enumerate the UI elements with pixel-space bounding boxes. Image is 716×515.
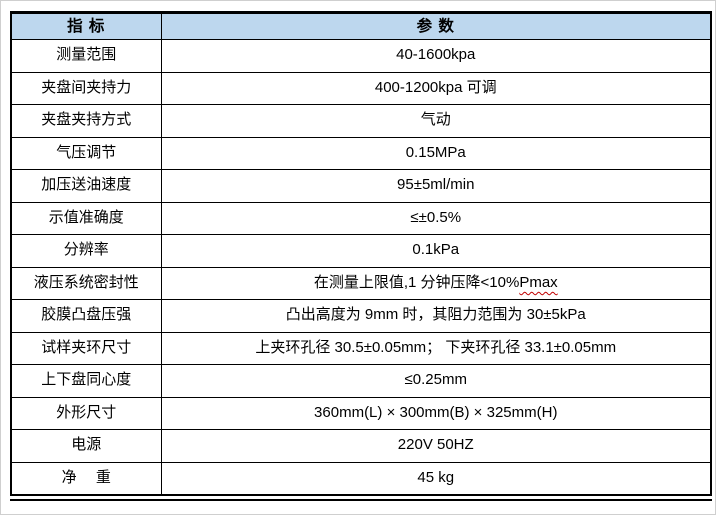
table-row: 分辨率 0.1kPa bbox=[10, 234, 712, 268]
row-value-text: 40-1600kpa bbox=[396, 46, 476, 64]
row-label: 测量范围 bbox=[10, 39, 162, 73]
row-value-text: 气动 bbox=[420, 111, 451, 129]
row-value: 95±5ml/min bbox=[160, 169, 712, 203]
row-value-text: 上夹环孔径 30.5±0.05mm； 下夹环孔径 33.1±0.05mm bbox=[255, 338, 617, 356]
row-value: 在测量上限值,1 分钟压降<10%Pmax bbox=[160, 266, 712, 300]
row-label: 示值准确度 bbox=[10, 201, 162, 235]
row-value-text: 95±5ml/min bbox=[397, 176, 475, 194]
header-row: 指 标 参 数 bbox=[10, 12, 712, 40]
row-value: ≤±0.5% bbox=[160, 201, 712, 235]
row-value: 上夹环孔径 30.5±0.05mm； 下夹环孔径 33.1±0.05mm bbox=[160, 331, 712, 365]
table-row: 上下盘同心度 ≤0.25mm bbox=[10, 364, 712, 398]
table-row: 胶膜凸盘压强 凸出高度为 9mm 时，其阻力范围为 30±5kPa bbox=[10, 299, 712, 333]
row-value-text: ≤±0.5% bbox=[410, 208, 462, 226]
table-row: 示值准确度 ≤±0.5% bbox=[10, 201, 712, 235]
row-value: 360mm(L) × 300mm(B) × 325mm(H) bbox=[160, 396, 712, 430]
row-value-text: 0.1kPa bbox=[412, 241, 460, 259]
table-row: 试样夹环尺寸 上夹环孔径 30.5±0.05mm； 下夹环孔径 33.1±0.05… bbox=[10, 331, 712, 365]
table-row: 测量范围 40-1600kpa bbox=[10, 39, 712, 73]
column-header-indicator: 指 标 bbox=[10, 12, 162, 40]
table-row: 夹盘间夹持力 400-1200kpa 可调 bbox=[10, 71, 712, 105]
row-value-text: 45 kg bbox=[417, 468, 455, 486]
row-value: 220V 50HZ bbox=[160, 429, 712, 463]
row-value-text: 在测量上限值,1 分钟压降<10% bbox=[313, 273, 520, 291]
row-value-text: 360mm(L) × 300mm(B) × 325mm(H) bbox=[314, 403, 558, 421]
row-value-text: 凸出高度为 9mm 时，其阻力范围为 30±5kPa bbox=[285, 306, 586, 324]
spec-table-body: 测量范围 40-1600kpa 夹盘间夹持力 400-1200kpa 可调夹盘夹持方式… bbox=[10, 39, 712, 498]
row-label: 夹盘间夹持力 bbox=[10, 71, 162, 105]
row-label: 外形尺寸 bbox=[10, 396, 162, 430]
row-value: 40-1600kpa bbox=[160, 39, 712, 73]
column-header-parameter: 参 数 bbox=[160, 12, 712, 40]
row-value: ≤0.25mm bbox=[160, 364, 712, 398]
row-label: 液压系统密封性 bbox=[10, 266, 162, 300]
row-value-text: 400-1200kpa 可调 bbox=[374, 78, 497, 96]
row-label: 分辨率 bbox=[10, 234, 162, 268]
row-value-text: 0.15MPa bbox=[405, 143, 466, 161]
row-label: 加压送油速度 bbox=[10, 169, 162, 203]
row-value-text: 220V 50HZ bbox=[397, 436, 474, 454]
row-value: 凸出高度为 9mm 时，其阻力范围为 30±5kPa bbox=[160, 299, 712, 333]
row-value-text: ≤0.25mm bbox=[404, 371, 467, 389]
row-value: 45 kg bbox=[160, 461, 712, 498]
row-label: 净 重 bbox=[10, 461, 162, 498]
row-label: 上下盘同心度 bbox=[10, 364, 162, 398]
table-row: 加压送油速度 95±5ml/min bbox=[10, 169, 712, 203]
row-value-spellcheck-text: Pmax bbox=[519, 273, 558, 291]
table-row: 夹盘夹持方式 气动 bbox=[10, 104, 712, 138]
row-label: 电源 bbox=[10, 429, 162, 463]
row-label: 试样夹环尺寸 bbox=[10, 331, 162, 365]
table-row: 净 重 45 kg bbox=[10, 461, 712, 498]
table-row: 气压调节 0.15MPa bbox=[10, 136, 712, 170]
row-value: 0.15MPa bbox=[160, 136, 712, 170]
row-value: 0.1kPa bbox=[160, 234, 712, 268]
table-row: 外形尺寸 360mm(L) × 300mm(B) × 325mm(H) bbox=[10, 396, 712, 430]
table-row: 液压系统密封性 在测量上限值,1 分钟压降<10%Pmax bbox=[10, 266, 712, 300]
row-value: 400-1200kpa 可调 bbox=[160, 71, 712, 105]
table-row: 电源 220V 50HZ bbox=[10, 429, 712, 463]
row-label: 胶膜凸盘压强 bbox=[10, 299, 162, 333]
spec-table: 指 标 参 数 测量范围 40-1600kpa 夹盘间夹持力 400-1200kpa … bbox=[10, 11, 712, 501]
row-label: 气压调节 bbox=[10, 136, 162, 170]
row-label: 夹盘夹持方式 bbox=[10, 104, 162, 138]
row-value: 气动 bbox=[160, 104, 712, 138]
